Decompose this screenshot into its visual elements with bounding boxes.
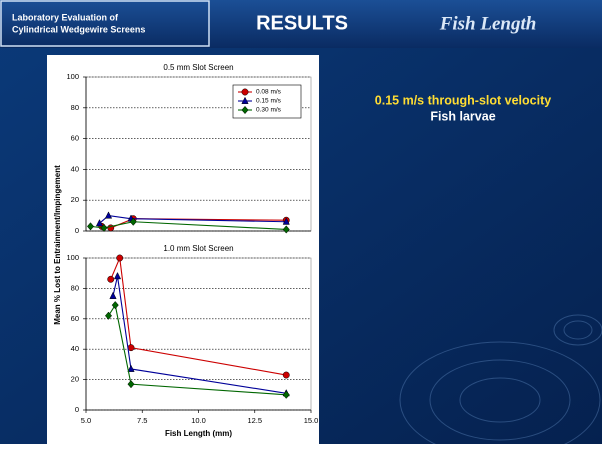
y-tick-label: 60: [71, 314, 79, 323]
marker: [95, 219, 104, 227]
x-tick-label: 5.0: [81, 416, 91, 425]
marker: [104, 211, 113, 219]
series-line: [112, 276, 287, 394]
marker: [104, 311, 113, 320]
legend-label: 0.15 m/s: [256, 98, 282, 105]
header-box: [0, 0, 210, 47]
marker: [129, 217, 137, 226]
marker: [127, 364, 135, 372]
marker: [109, 291, 117, 299]
marker: [100, 223, 108, 233]
section-title: RESULTS: [256, 12, 348, 34]
x-tick-label: 15.0: [304, 416, 319, 425]
marker: [111, 301, 119, 310]
y-tick-label: 80: [71, 103, 79, 112]
marker: [86, 222, 95, 231]
marker: [127, 380, 135, 389]
series-line: [90, 221, 287, 231]
y-tick-label: 20: [71, 375, 79, 384]
y-axis-label: Mean % Lost to Entrainment/Impingement: [53, 165, 62, 325]
y-tick-label: 60: [71, 134, 79, 143]
y-tick-label: 20: [71, 195, 79, 204]
y-tick-label: 0: [75, 405, 79, 414]
x-tick-label: 7.5: [137, 416, 147, 425]
legend-marker: [241, 96, 249, 104]
side-text: 0.15 m/s through-slot velocity: [375, 93, 551, 107]
y-tick-label: 100: [66, 72, 79, 81]
y-tick-label: 0: [75, 226, 79, 235]
series-line: [110, 255, 287, 376]
chart-title: 0.5 mm Slot Screen: [163, 63, 233, 72]
marker: [282, 390, 290, 399]
marker: [107, 275, 115, 283]
x-tick-label: 10.0: [191, 416, 206, 425]
x-tick-label: 12.5: [247, 416, 262, 425]
marker: [116, 254, 124, 262]
header-title: Laboratory Evaluation of: [12, 12, 119, 22]
series-line: [108, 303, 287, 396]
header-bar: [0, 0, 602, 48]
legend-label: 0.30 m/s: [256, 107, 282, 114]
legend-marker: [241, 105, 249, 115]
legend-label: 0.08 m/s: [256, 89, 282, 96]
marker: [113, 271, 122, 280]
y-tick-label: 40: [71, 164, 79, 173]
y-tick-label: 40: [71, 344, 79, 353]
chart-title: 1.0 mm Slot Screen: [163, 244, 233, 253]
ripples: [399, 314, 602, 449]
header-title: Cylindrical Wedgewire Screens: [12, 24, 145, 34]
marker: [282, 225, 290, 234]
x-axis-label: Fish Length (mm): [165, 429, 232, 438]
marker: [282, 217, 290, 225]
y-tick-label: 100: [66, 253, 79, 262]
plot-area: [85, 257, 312, 411]
charts: 0.5 mm Slot Screen 0 20 40 60 80 100 0.08 m/s 0.…: [53, 63, 318, 438]
marker: [282, 371, 290, 379]
y-tick-label: 80: [71, 283, 79, 292]
topic-title: Fish Length: [439, 13, 537, 34]
side-text: Fish larvae: [430, 109, 495, 123]
legend-marker: [241, 88, 249, 96]
series-line: [99, 215, 287, 224]
